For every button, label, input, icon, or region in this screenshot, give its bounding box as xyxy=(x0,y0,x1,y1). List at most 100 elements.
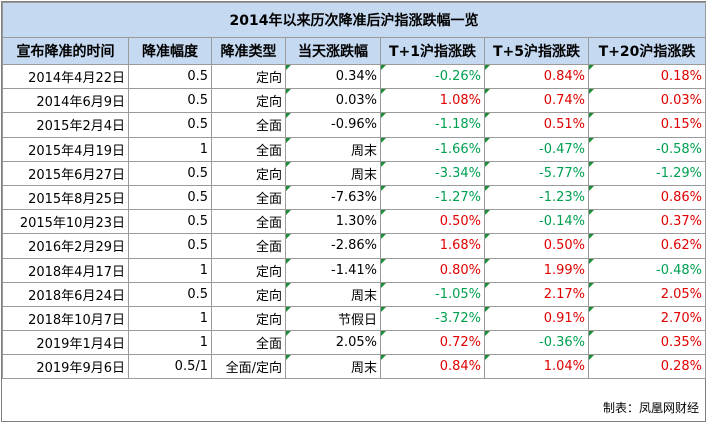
cell-t20-change[interactable]: -0.48% xyxy=(587,257,707,283)
cell-t1-change[interactable]: -1.27% xyxy=(380,184,485,211)
cell-t5-change[interactable]: -0.36% xyxy=(484,330,589,356)
cell-t1-change[interactable]: 0.80% xyxy=(380,257,485,283)
cell-t5-change[interactable]: 0.91% xyxy=(484,305,589,332)
cell-cut-type[interactable]: 全面 xyxy=(211,112,286,138)
cell-t20-change[interactable]: 0.18% xyxy=(587,63,707,90)
header-t20-change[interactable]: T+20沪指涨跌 xyxy=(587,37,707,65)
cell-t1-change[interactable]: -3.72% xyxy=(380,305,485,332)
cell-same-day-change[interactable]: 周末 xyxy=(285,160,381,186)
cell-t5-change[interactable]: 0.84% xyxy=(484,63,589,90)
cell-announce-date[interactable]: 2015年10月23日 xyxy=(2,209,129,235)
cell-cut-type[interactable]: 全面 xyxy=(211,209,286,235)
cell-cut-size[interactable]: 0.5 xyxy=(128,88,212,114)
cell-cut-size[interactable]: 1 xyxy=(128,305,212,332)
cell-t20-change[interactable]: 2.70% xyxy=(587,305,707,332)
cell-announce-date[interactable]: 2019年1月4日 xyxy=(2,330,129,356)
cell-t1-change[interactable]: -1.18% xyxy=(380,112,485,138)
cell-cut-size[interactable]: 0.5 xyxy=(128,112,212,138)
cell-announce-date[interactable]: 2018年6月24日 xyxy=(2,281,129,307)
cell-cut-size[interactable]: 1 xyxy=(128,136,212,162)
cell-t1-change[interactable]: -3.34% xyxy=(380,160,485,186)
cell-t20-change[interactable]: 0.62% xyxy=(587,233,707,259)
cell-t5-change[interactable]: 1.99% xyxy=(484,257,589,283)
cell-cut-type[interactable]: 定向 xyxy=(211,281,286,307)
cell-same-day-change[interactable]: -7.63% xyxy=(285,184,381,211)
cell-cut-size[interactable]: 0.5 xyxy=(128,160,212,186)
cell-cut-type[interactable]: 定向 xyxy=(211,63,286,90)
cell-t5-change[interactable]: -5.77% xyxy=(484,160,589,186)
header-cut-type[interactable]: 降准类型 xyxy=(211,37,286,65)
cell-same-day-change[interactable]: 节假日 xyxy=(285,305,381,332)
header-t1-change[interactable]: T+1沪指涨跌 xyxy=(380,37,485,65)
cell-t5-change[interactable]: 2.17% xyxy=(484,281,589,307)
header-same-day-change[interactable]: 当天涨跌幅 xyxy=(285,37,381,65)
cell-same-day-change[interactable]: -2.86% xyxy=(285,233,381,259)
cell-t20-change[interactable]: 0.37% xyxy=(587,209,707,235)
cell-t1-change[interactable]: -1.66% xyxy=(380,136,485,162)
cell-same-day-change[interactable]: 1.30% xyxy=(285,209,381,235)
header-announce-date[interactable]: 宣布降准的时间 xyxy=(2,37,129,65)
cell-t20-change[interactable]: 0.35% xyxy=(587,330,707,356)
cell-t1-change[interactable]: 0.84% xyxy=(380,354,485,380)
cell-t1-change[interactable]: -0.26% xyxy=(380,63,485,90)
cell-cut-size[interactable]: 0.5 xyxy=(128,209,212,235)
cell-cut-type[interactable]: 全面 xyxy=(211,184,286,211)
cell-t20-change[interactable]: 0.03% xyxy=(587,88,707,114)
cell-announce-date[interactable]: 2018年4月17日 xyxy=(2,257,129,283)
cell-same-day-change[interactable]: 周末 xyxy=(285,354,381,380)
cell-t5-change[interactable]: 0.74% xyxy=(484,88,589,114)
cell-cut-size[interactable]: 0.5 xyxy=(128,184,212,211)
cell-t1-change[interactable]: 1.08% xyxy=(380,88,485,114)
cell-announce-date[interactable]: 2015年4月19日 xyxy=(2,136,129,162)
cell-announce-date[interactable]: 2015年6月27日 xyxy=(2,160,129,186)
header-cut-size[interactable]: 降准幅度 xyxy=(128,37,212,65)
cell-same-day-change[interactable]: 2.05% xyxy=(285,330,381,356)
header-t5-change[interactable]: T+5沪指涨跌 xyxy=(484,37,589,65)
cell-t1-change[interactable]: 0.50% xyxy=(380,209,485,235)
cell-t20-change[interactable]: -1.29% xyxy=(587,160,707,186)
cell-t20-change[interactable]: 0.86% xyxy=(587,184,707,211)
cell-announce-date[interactable]: 2016年2月29日 xyxy=(2,233,129,259)
cell-cut-type[interactable]: 全面 xyxy=(211,233,286,259)
cell-announce-date[interactable]: 2015年2月4日 xyxy=(2,112,129,138)
cell-same-day-change[interactable]: -0.96% xyxy=(285,112,381,138)
cell-t5-change[interactable]: 1.04% xyxy=(484,354,589,380)
cell-cut-size[interactable]: 0.5 xyxy=(128,281,212,307)
cell-cut-type[interactable]: 全面/定向 xyxy=(211,354,286,380)
cell-t20-change[interactable]: 2.05% xyxy=(587,281,707,307)
cell-t5-change[interactable]: 0.51% xyxy=(484,112,589,138)
cell-announce-date[interactable]: 2014年6月9日 xyxy=(2,88,129,114)
cell-t1-change[interactable]: 0.72% xyxy=(380,330,485,356)
cell-cut-type[interactable]: 定向 xyxy=(211,257,286,283)
data-table: 2014年以来历次降准后沪指涨跌幅一览 宣布降准的时间 降准幅度 降准类型 当天… xyxy=(1,2,707,380)
cell-same-day-change[interactable]: 0.03% xyxy=(285,88,381,114)
cell-announce-date[interactable]: 2015年8月25日 xyxy=(2,184,129,211)
cell-t20-change[interactable]: -0.58% xyxy=(587,136,707,162)
cell-cut-type[interactable]: 定向 xyxy=(211,160,286,186)
cell-cut-size[interactable]: 1 xyxy=(128,330,212,356)
cell-t5-change[interactable]: 0.50% xyxy=(484,233,589,259)
cell-t5-change[interactable]: -1.23% xyxy=(484,184,589,211)
cell-announce-date[interactable]: 2014年4月22日 xyxy=(2,63,129,90)
cell-same-day-change[interactable]: -1.41% xyxy=(285,257,381,283)
cell-t20-change[interactable]: 0.15% xyxy=(587,112,707,138)
cell-announce-date[interactable]: 2019年9月6日 xyxy=(2,354,129,380)
cell-cut-size[interactable]: 0.5 xyxy=(128,233,212,259)
cell-cut-size[interactable]: 1 xyxy=(128,257,212,283)
cell-same-day-change[interactable]: 周末 xyxy=(285,281,381,307)
cell-cut-size[interactable]: 0.5/1 xyxy=(128,354,212,380)
cell-t20-change[interactable]: 0.28% xyxy=(587,354,707,380)
table-title[interactable]: 2014年以来历次降准后沪指涨跌幅一览 xyxy=(1,2,707,38)
cell-cut-size[interactable]: 0.5 xyxy=(128,63,212,90)
cell-same-day-change[interactable]: 0.34% xyxy=(285,63,381,90)
cell-t1-change[interactable]: 1.68% xyxy=(380,233,485,259)
cell-cut-type[interactable]: 全面 xyxy=(211,136,286,162)
cell-t5-change[interactable]: -0.47% xyxy=(484,136,589,162)
cell-t1-change[interactable]: -1.05% xyxy=(380,281,485,307)
cell-announce-date[interactable]: 2018年10月7日 xyxy=(2,305,129,332)
cell-cut-type[interactable]: 定向 xyxy=(211,88,286,114)
cell-t5-change[interactable]: -0.14% xyxy=(484,209,589,235)
cell-cut-type[interactable]: 全面 xyxy=(211,330,286,356)
cell-same-day-change[interactable]: 周末 xyxy=(285,136,381,162)
cell-cut-type[interactable]: 定向 xyxy=(211,305,286,332)
